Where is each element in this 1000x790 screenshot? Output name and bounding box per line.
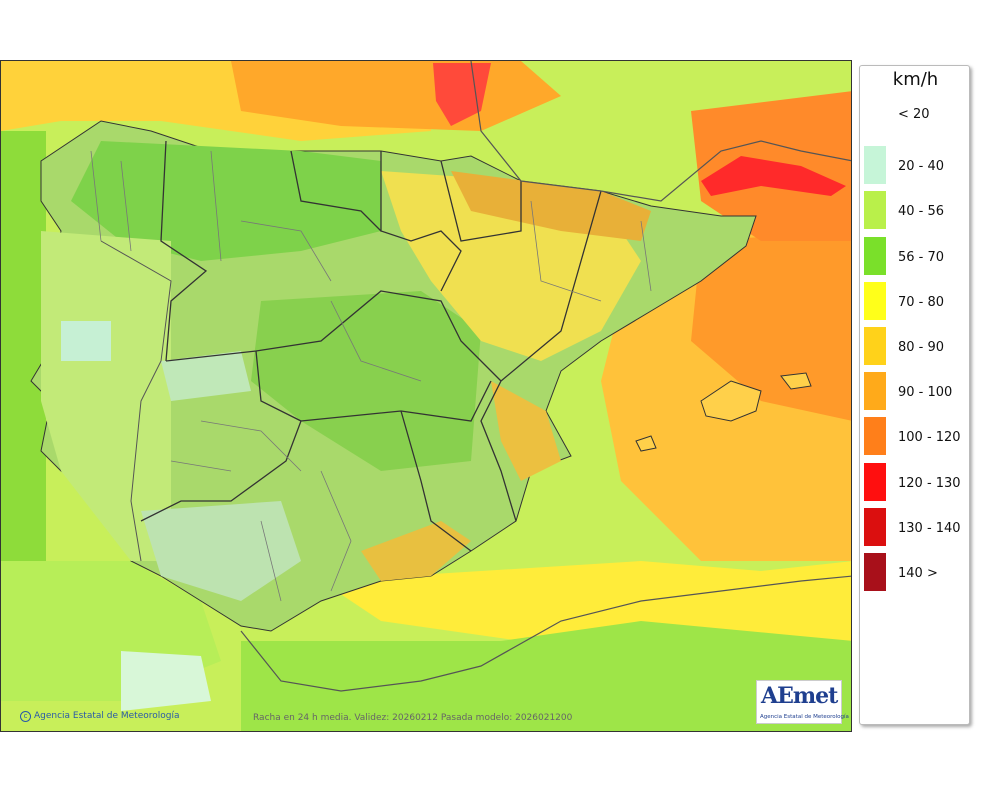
land-zone-penibetica-orange: [361, 521, 471, 581]
map-canvas: [1, 61, 851, 731]
copyright-text: Agencia Estatal de Meteorología: [34, 711, 180, 721]
legend-row: 90 - 100: [864, 365, 969, 411]
legend-swatch: [864, 462, 886, 501]
legend-unit: km/h: [892, 69, 939, 90]
land-zone-south-pale: [141, 501, 301, 601]
legend-label: 70 - 80: [898, 294, 945, 310]
legend-label: 20 - 40: [898, 159, 945, 175]
gust-zone-balearic-sea: [691, 231, 851, 421]
land-zone-levante-orange: [491, 381, 561, 481]
legend-swatch: [864, 553, 886, 591]
legend-label: 80 - 90: [898, 340, 945, 355]
legend-row: 100 - 120: [864, 410, 969, 456]
province-borders: [90, 150, 652, 602]
legend-row: 70 - 80: [864, 275, 969, 320]
land-zone-center-pale: [161, 351, 251, 401]
legend-row: < 20: [864, 94, 969, 139]
region-borders: [140, 140, 602, 552]
land-zone-pyrenees: [451, 171, 651, 241]
legend-swatch: [864, 281, 886, 320]
aemet-logo: AEmet Agencia Estatal de Meteorología: [756, 680, 849, 724]
land-zone-north-green: [71, 141, 381, 261]
gust-zone-atlantic-west: [1, 131, 46, 561]
legend-row: 40 - 56: [864, 184, 969, 230]
legend-label: 140 >: [898, 566, 938, 581]
legend-panel: km/h < 20 20 - 40 40 - 56 56 - 70 70 - 80 80 …: [859, 65, 970, 725]
legend-label: < 20: [898, 107, 930, 122]
gust-zone-north-core: [433, 63, 491, 126]
gust-zone-light-south: [121, 651, 211, 711]
legend-swatch: [864, 507, 886, 546]
legend-label: 120 - 130: [898, 475, 961, 491]
legend-swatch: [864, 236, 886, 275]
legend-row: 140 >: [864, 546, 969, 591]
legend-row: 80 - 90: [864, 320, 969, 365]
legend-row: 120 - 130: [864, 456, 969, 501]
logo-subtitle: Agencia Estatal de Meteorología: [760, 714, 849, 720]
legend-swatch: [864, 417, 886, 456]
copyright-icon: c: [20, 711, 31, 722]
legend-label: 130 - 140: [898, 520, 961, 536]
model-run-note: Racha en 24 h media. Validez: 20260212 P…: [253, 713, 573, 723]
portugal-border: [100, 240, 172, 562]
land-zone-west-light: [41, 231, 171, 561]
legend-swatch: [864, 146, 886, 185]
wind-gust-map: [0, 60, 852, 732]
legend-row: 20 - 40: [864, 139, 969, 185]
france-coast: [470, 61, 851, 202]
legend-label: 100 - 120: [898, 430, 961, 446]
balearic-islands: [635, 372, 812, 452]
copyright-notice: c Agencia Estatal de Meteorología: [20, 711, 180, 722]
legend-label: 40 - 56: [898, 204, 945, 220]
gust-zone-gulf-of-lion-core: [701, 156, 846, 196]
legend-swatch: [864, 101, 886, 139]
legend-label: 56 - 70: [898, 249, 945, 265]
legend-row: 56 - 70: [864, 230, 969, 275]
legend-swatch: [864, 191, 886, 230]
legend-swatch: [864, 372, 886, 411]
gust-zone-north-africa: [241, 621, 851, 731]
logo-word: AEmet: [761, 683, 838, 709]
africa-coast: [240, 575, 851, 692]
legend-row: 130 - 140: [864, 501, 969, 546]
land-zone-central-green: [251, 291, 481, 471]
land-zone-portugal-pale: [61, 321, 111, 361]
legend-label: 90 - 100: [898, 385, 953, 401]
legend-swatch: [864, 327, 886, 365]
